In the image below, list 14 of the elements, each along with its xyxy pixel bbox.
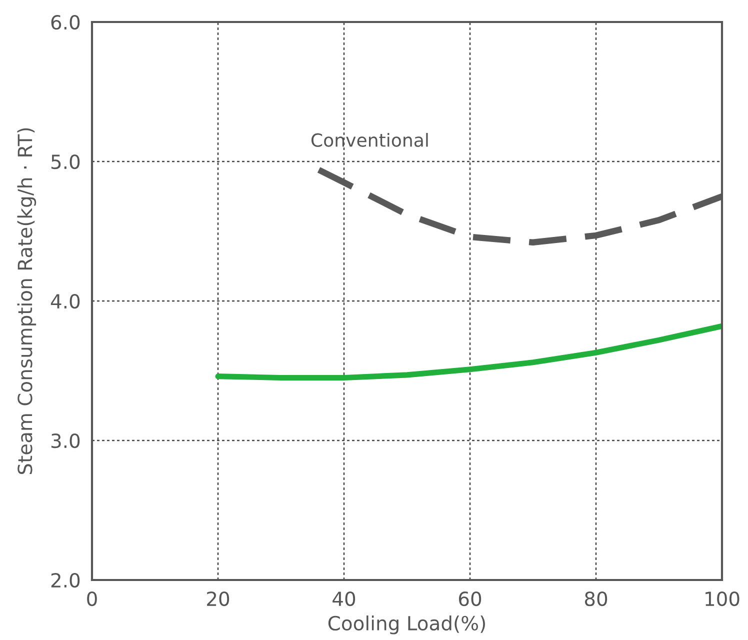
y-tick-label: 6.0 [51, 14, 80, 30]
x-tick-label: 100 [706, 591, 740, 606]
y-tick-label: 2.0 [51, 572, 80, 588]
x-axis-title: Cooling Load(%) [328, 615, 485, 634]
y-axis-title: Steam Consumption Rate(kg/h · RT) [17, 128, 36, 474]
y-tick-label: 3.0 [51, 433, 80, 448]
y-tick-label: 4.0 [50, 294, 80, 309]
y-tick-label: 5.0 [51, 154, 80, 170]
x-tick-label: 40 [332, 591, 356, 606]
x-tick-label: 60 [458, 591, 482, 606]
series-label: Conventional [311, 132, 428, 147]
x-tick-label: 80 [584, 591, 608, 606]
x-tick-label: 0 [87, 591, 97, 606]
x-tick-label: 20 [207, 591, 230, 606]
